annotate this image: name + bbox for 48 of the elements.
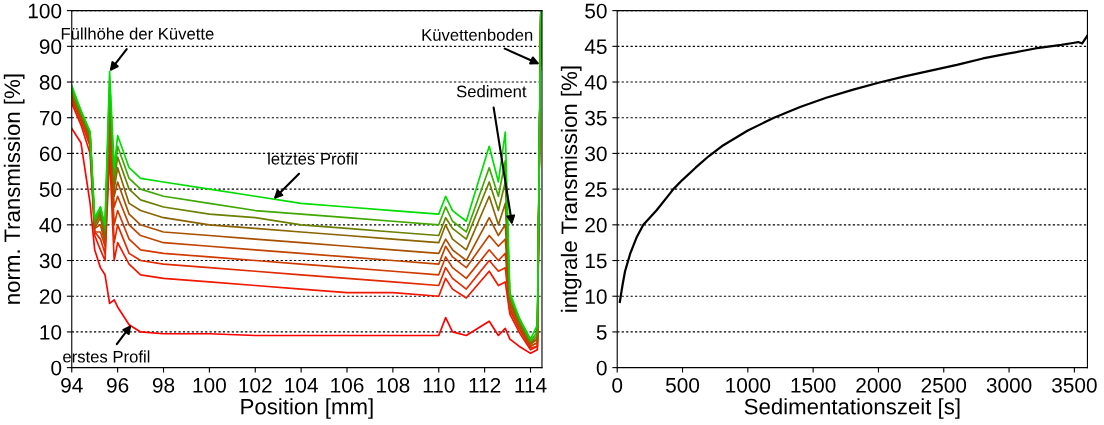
y-tick-label: 5 [596, 325, 607, 340]
x-tick-label: 1500 [791, 377, 836, 393]
x-axis-title: Sedimentationszeit [s] [744, 398, 960, 419]
y-tick-label: 20 [39, 289, 62, 304]
x-tick-label: 106 [331, 377, 364, 393]
annotation: letztes Profil [268, 152, 357, 165]
y-tick-label: 50 [585, 3, 607, 19]
x-tick-label: 0 [612, 377, 623, 393]
y-tick-label: 45 [584, 39, 607, 55]
x-tick-label: 110 [423, 377, 455, 393]
y-axis-title: intgrale Transmission [%] [560, 66, 582, 312]
y-tick-label: 40 [39, 217, 62, 233]
annotation: Küvettenboden [422, 28, 533, 41]
x-tick-label: 1000 [726, 377, 771, 393]
x-tick-label: 500 [665, 377, 700, 393]
x-tick-label: 112 [469, 377, 501, 393]
x-tick-label: 98 [152, 377, 175, 393]
y-tick-label: 40 [584, 75, 607, 90]
y-tick-label: 15 [585, 253, 607, 269]
x-tick-label: 2500 [921, 377, 967, 393]
y-tick-label: 80 [39, 75, 62, 90]
annotation: Sediment [456, 85, 527, 98]
x-tick-label: 96 [107, 377, 129, 393]
y-tick-label: 30 [585, 146, 607, 162]
x-tick-label: 100 [193, 377, 226, 393]
y-tick-label: 60 [39, 146, 62, 162]
y-tick-label: 90 [39, 39, 62, 55]
x-tick-label: 108 [377, 377, 410, 393]
x-tick-label: 2000 [856, 377, 901, 393]
y-tick-label: 10 [585, 289, 607, 304]
y-tick-label: 30 [39, 253, 62, 269]
x-tick-label: 114 [515, 378, 547, 393]
y-tick-label: 20 [585, 217, 607, 233]
y-tick-label: 0 [596, 360, 607, 376]
y-tick-label: 35 [585, 110, 607, 126]
y-tick-label: 25 [585, 182, 607, 197]
x-tick-label: 3500 [1052, 377, 1097, 393]
y-tick-label: 100 [28, 3, 62, 19]
x-tick-label: 3000 [986, 377, 1032, 393]
x-tick-label: 102 [239, 377, 272, 393]
x-tick-label: 104 [285, 377, 318, 393]
y-axis-title: norm. Transmission [%] [3, 74, 25, 304]
x-axis-title: Position [mm] [241, 398, 373, 419]
y-tick-label: 50 [39, 182, 62, 197]
y-tick-label: 10 [40, 324, 62, 340]
x-tick-label: 94 [61, 377, 83, 393]
y-tick-label: 0 [51, 360, 62, 376]
y-tick-label: 70 [39, 110, 62, 126]
